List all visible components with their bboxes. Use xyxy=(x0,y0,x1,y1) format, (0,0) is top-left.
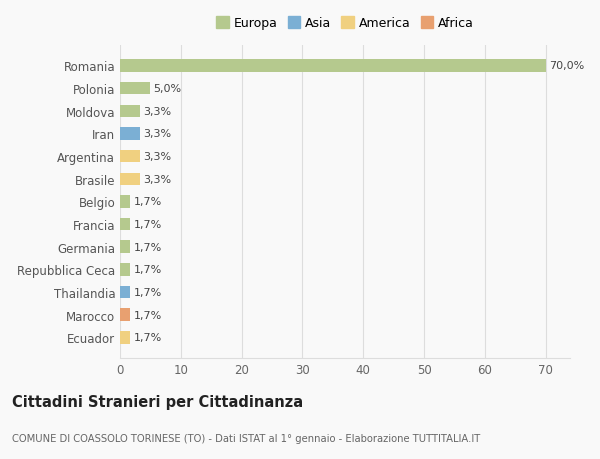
Bar xyxy=(120,128,140,140)
Bar xyxy=(120,309,130,321)
Text: 1,7%: 1,7% xyxy=(133,265,161,275)
Text: 1,7%: 1,7% xyxy=(133,310,161,320)
Bar xyxy=(120,83,151,95)
Bar xyxy=(120,151,140,163)
Bar xyxy=(120,60,545,73)
Text: 3,3%: 3,3% xyxy=(143,129,171,139)
Bar xyxy=(120,218,130,231)
Bar xyxy=(120,263,130,276)
Legend: Europa, Asia, America, Africa: Europa, Asia, America, Africa xyxy=(214,15,476,33)
Text: Cittadini Stranieri per Cittadinanza: Cittadini Stranieri per Cittadinanza xyxy=(12,394,303,409)
Text: 3,3%: 3,3% xyxy=(143,106,171,117)
Text: 1,7%: 1,7% xyxy=(133,333,161,342)
Bar xyxy=(120,196,130,208)
Bar xyxy=(120,241,130,253)
Bar xyxy=(120,286,130,299)
Text: 5,0%: 5,0% xyxy=(154,84,182,94)
Text: COMUNE DI COASSOLO TORINESE (TO) - Dati ISTAT al 1° gennaio - Elaborazione TUTTI: COMUNE DI COASSOLO TORINESE (TO) - Dati … xyxy=(12,433,480,442)
Text: 1,7%: 1,7% xyxy=(133,287,161,297)
Text: 1,7%: 1,7% xyxy=(133,197,161,207)
Text: 1,7%: 1,7% xyxy=(133,219,161,230)
Bar xyxy=(120,173,140,185)
Text: 3,3%: 3,3% xyxy=(143,152,171,162)
Text: 1,7%: 1,7% xyxy=(133,242,161,252)
Text: 3,3%: 3,3% xyxy=(143,174,171,185)
Bar xyxy=(120,331,130,344)
Bar xyxy=(120,105,140,118)
Text: 70,0%: 70,0% xyxy=(549,62,584,71)
